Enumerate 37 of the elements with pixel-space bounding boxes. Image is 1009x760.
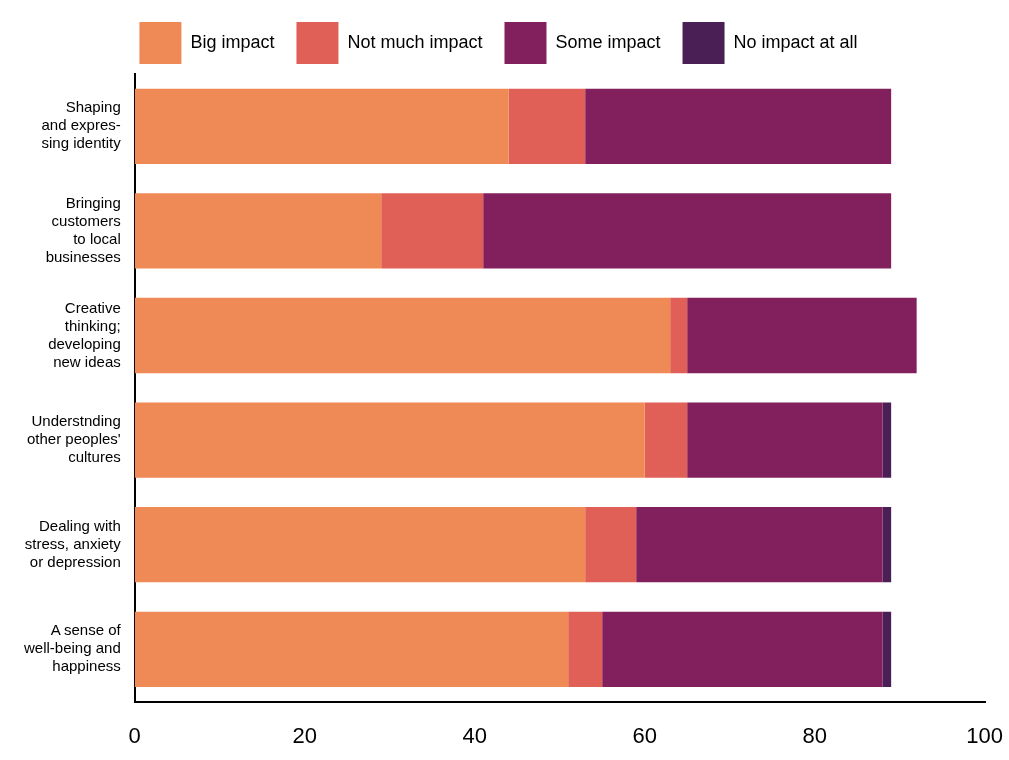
bar <box>508 88 586 164</box>
x-tick-label: 60 <box>632 722 657 748</box>
x-tick-label: 40 <box>462 722 487 748</box>
x-tick-label: 100 <box>966 722 1004 748</box>
x-tick-label: 0 <box>128 722 141 748</box>
bar <box>882 611 892 687</box>
bar <box>585 88 892 164</box>
legend-label: Big impact <box>190 31 275 52</box>
bar <box>134 402 645 478</box>
bar <box>568 611 603 687</box>
y-tick-label: Dealing with stress, anxiety or depression <box>24 516 122 570</box>
y-tick-label: Bringing customers to local businesses <box>45 194 121 266</box>
bar <box>134 507 586 583</box>
y-tick-label: Understnding other peoples' cultures <box>26 412 121 466</box>
y-tick-label: A sense of well-being and happiness <box>23 621 122 675</box>
bar <box>687 402 883 478</box>
bar <box>644 402 688 478</box>
bar <box>134 297 671 374</box>
bar <box>134 611 569 687</box>
bar <box>585 507 637 583</box>
x-tick-label: 20 <box>292 722 317 748</box>
legend-label: No impact at all <box>733 31 858 52</box>
bar <box>381 193 484 269</box>
bar <box>483 193 892 269</box>
x-tick-label: 80 <box>802 722 827 748</box>
bar <box>636 507 883 583</box>
legend-label: Not much impact <box>347 31 483 52</box>
bar <box>687 297 917 374</box>
bar <box>670 297 688 374</box>
legend-label: Some impact <box>555 31 661 52</box>
bar <box>882 507 892 583</box>
bar <box>134 88 509 164</box>
bar <box>134 193 382 269</box>
y-tick-label: Creative thinking; developing new ideas <box>48 298 121 370</box>
bar <box>882 402 892 478</box>
y-tick-label: Shaping and expres- sing identity <box>41 98 122 152</box>
bar <box>602 611 883 687</box>
